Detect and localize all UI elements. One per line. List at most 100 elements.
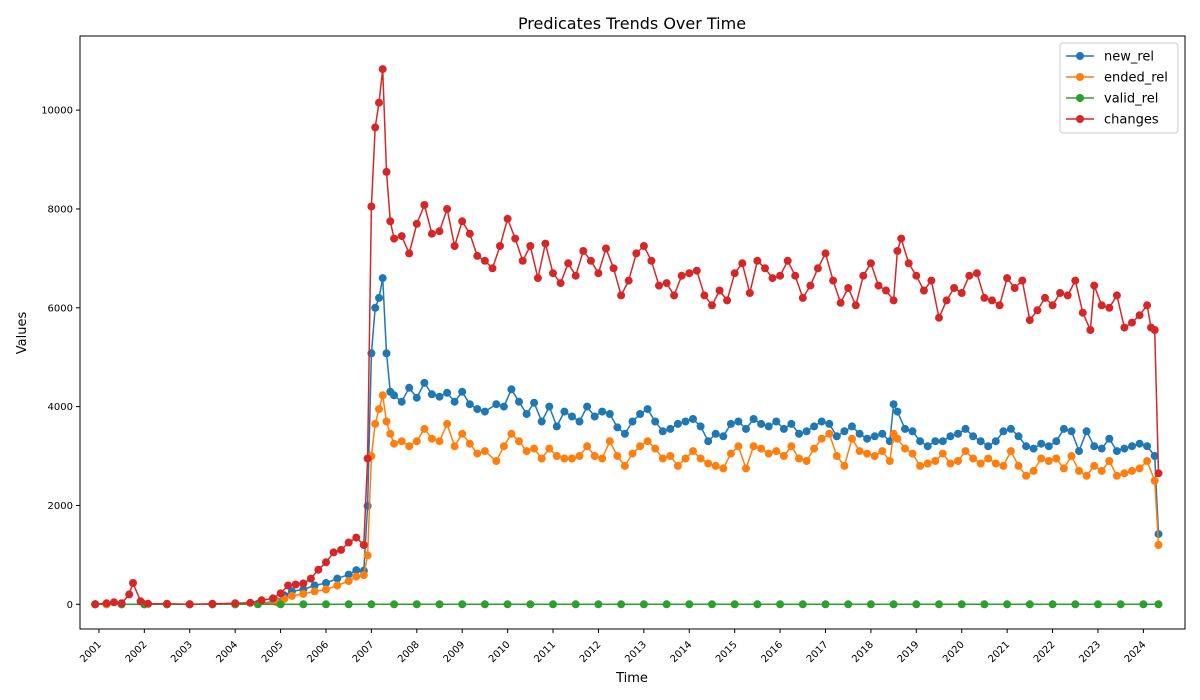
- data-point: [515, 437, 523, 446]
- data-point: [999, 461, 1008, 470]
- data-point: [779, 424, 788, 433]
- data-point: [1112, 291, 1121, 300]
- data-point: [704, 459, 713, 468]
- data-point: [465, 400, 474, 409]
- data-point: [386, 217, 395, 226]
- data-point: [1033, 306, 1042, 315]
- data-point: [465, 439, 474, 448]
- data-point: [1078, 308, 1087, 317]
- data-point: [598, 454, 607, 463]
- data-point: [1067, 427, 1076, 436]
- data-point: [1090, 461, 1099, 470]
- data-point: [480, 407, 489, 416]
- data-point: [689, 415, 697, 423]
- data-point: [802, 457, 811, 465]
- data-point: [976, 437, 985, 446]
- chart-title: Predicates Trends Over Time: [518, 14, 746, 33]
- data-point: [382, 349, 391, 358]
- data-point: [1048, 600, 1057, 609]
- data-point: [435, 392, 444, 401]
- data-point: [499, 442, 508, 451]
- data-point: [378, 274, 387, 283]
- data-point: [344, 577, 353, 586]
- data-point: [405, 442, 414, 451]
- data-point: [643, 437, 652, 446]
- data-point: [412, 393, 421, 402]
- data-point: [602, 244, 610, 253]
- data-point: [1082, 427, 1091, 436]
- data-point: [1071, 276, 1080, 285]
- data-point: [795, 429, 803, 438]
- data-point: [515, 397, 523, 406]
- data-point: [549, 269, 557, 278]
- data-point: [768, 274, 777, 283]
- data-point: [1094, 600, 1102, 609]
- data-point: [636, 442, 645, 451]
- y-tick-label: 8000: [48, 204, 73, 215]
- data-point: [764, 422, 773, 431]
- data-point: [1128, 466, 1136, 475]
- data-point: [299, 579, 308, 588]
- data-point: [1037, 439, 1046, 448]
- data-point: [961, 447, 970, 456]
- data-point: [333, 581, 342, 590]
- data-point: [658, 454, 667, 463]
- data-point: [1135, 311, 1144, 320]
- data-point: [844, 600, 853, 609]
- data-point: [269, 594, 277, 603]
- data-point: [144, 599, 153, 608]
- data-point: [954, 457, 962, 465]
- data-point: [658, 427, 667, 436]
- data-point: [870, 432, 879, 441]
- data-point: [556, 279, 565, 288]
- data-point: [322, 600, 330, 609]
- data-point: [1014, 432, 1023, 441]
- data-point: [344, 570, 353, 579]
- data-point: [1128, 318, 1136, 327]
- data-point: [310, 587, 319, 596]
- data-point: [522, 410, 531, 418]
- data-point: [855, 429, 864, 438]
- data-point: [832, 432, 841, 441]
- data-point: [1116, 600, 1125, 609]
- data-point: [957, 289, 966, 297]
- data-point: [708, 301, 716, 310]
- data-point: [772, 447, 781, 456]
- data-point: [761, 264, 769, 273]
- data-point: [647, 256, 656, 265]
- data-point: [125, 590, 134, 599]
- data-point: [821, 249, 830, 258]
- data-point: [1025, 600, 1034, 609]
- data-point: [878, 429, 887, 438]
- data-point: [976, 459, 985, 468]
- data-point: [938, 437, 947, 446]
- data-point: [904, 259, 913, 268]
- data-point: [742, 424, 750, 433]
- data-point: [696, 422, 705, 431]
- data-point: [764, 449, 773, 458]
- data-point: [333, 574, 342, 583]
- data-point: [620, 429, 629, 438]
- data-point: [753, 256, 762, 265]
- data-point: [1090, 281, 1099, 290]
- data-point: [375, 293, 383, 302]
- data-point: [893, 434, 902, 443]
- data-point: [1075, 447, 1083, 456]
- data-point: [969, 432, 978, 441]
- data-point: [117, 599, 126, 608]
- data-point: [798, 293, 807, 302]
- data-point: [568, 412, 576, 421]
- data-point: [91, 600, 100, 609]
- x-axis-title: Time: [615, 671, 648, 686]
- data-point: [1154, 469, 1163, 478]
- data-point: [1075, 466, 1083, 475]
- data-point: [810, 422, 819, 431]
- data-point: [443, 388, 452, 397]
- data-point: [901, 424, 909, 433]
- data-point: [492, 400, 501, 409]
- data-point: [863, 449, 872, 458]
- data-point: [1143, 442, 1152, 451]
- data-point: [1105, 457, 1114, 465]
- data-point: [185, 600, 194, 609]
